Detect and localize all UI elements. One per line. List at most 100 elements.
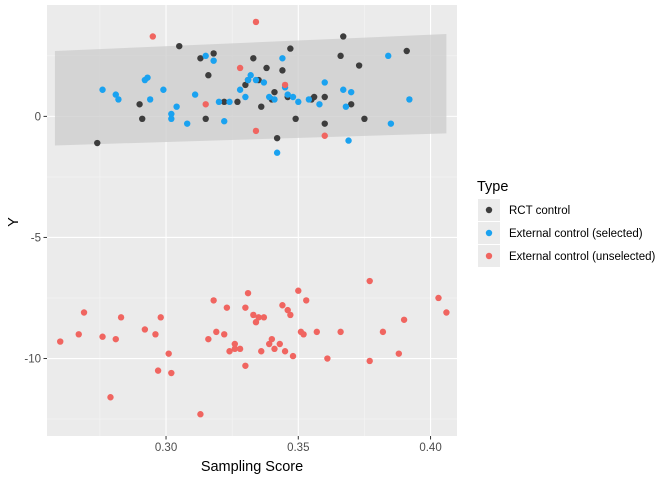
- point-external-control-selected: [221, 118, 228, 125]
- point-external-control-selected: [271, 96, 278, 103]
- point-external-control-unselected: [379, 328, 387, 336]
- legend-label: RCT control: [509, 205, 570, 217]
- point-external-control-unselected: [295, 287, 302, 294]
- point-external-control-selected: [252, 76, 260, 84]
- y-tick-label: -10: [24, 354, 41, 366]
- point-external-control-selected: [168, 110, 175, 118]
- point-external-control-selected: [273, 149, 281, 156]
- point-external-control-selected: [115, 96, 122, 103]
- point-external-control-unselected: [268, 335, 276, 343]
- point-external-control-unselected: [57, 338, 64, 345]
- point-rct-control: [205, 72, 212, 79]
- point-rct-control: [176, 42, 183, 50]
- point-rct-control: [234, 98, 241, 106]
- point-external-control-unselected: [255, 314, 262, 321]
- point-rct-control: [355, 62, 363, 69]
- point-external-control-unselected: [107, 394, 114, 401]
- point-rct-control: [197, 55, 204, 62]
- point-external-control-unselected: [443, 309, 450, 316]
- point-external-control-unselected: [276, 340, 283, 348]
- point-rct-control: [139, 115, 146, 123]
- point-external-control-selected: [406, 96, 413, 103]
- point-external-control-unselected: [99, 333, 106, 340]
- point-external-control-selected: [168, 115, 175, 123]
- y-axis: 0 -5 -10: [24, 111, 47, 366]
- point-external-control-unselected: [289, 352, 297, 360]
- point-rct-control: [321, 93, 328, 101]
- point-rct-control: [279, 67, 286, 74]
- point-rct-control: [310, 93, 318, 101]
- point-external-control-selected: [244, 76, 252, 84]
- point-external-control-selected: [385, 52, 392, 60]
- point-external-control-unselected: [313, 328, 321, 336]
- point-external-control-unselected: [395, 350, 403, 357]
- point-external-control-unselected: [242, 304, 249, 311]
- point-external-control-unselected: [366, 357, 373, 365]
- point-external-control-unselected: [300, 331, 307, 338]
- point-external-control-unselected: [281, 81, 289, 89]
- point-rct-control: [321, 120, 328, 127]
- point-external-control-selected: [387, 120, 395, 127]
- point-external-control-selected: [202, 52, 209, 60]
- point-external-control-unselected: [221, 331, 228, 338]
- point-external-control-unselected: [303, 297, 310, 304]
- point-external-control-unselected: [202, 101, 209, 108]
- point-external-control-unselected: [271, 345, 278, 353]
- point-rct-control: [287, 45, 294, 52]
- x-axis: 0.30 0.35 0.40: [155, 436, 442, 454]
- point-external-control-unselected: [231, 340, 239, 348]
- point-rct-control: [340, 33, 347, 40]
- point-external-control-selected: [345, 137, 352, 144]
- point-external-control-selected: [347, 88, 355, 96]
- point-external-control-unselected: [152, 331, 159, 338]
- point-external-control-selected: [144, 74, 151, 81]
- point-external-control-unselected: [250, 311, 257, 319]
- point-external-control-unselected: [149, 33, 157, 40]
- y-axis-title: Y: [6, 217, 22, 227]
- point-external-control-selected: [236, 86, 244, 93]
- point-external-control-selected: [305, 96, 313, 103]
- point-external-control-unselected: [141, 326, 149, 333]
- point-rct-control: [347, 101, 355, 108]
- points-layer: [57, 18, 450, 418]
- point-external-control-unselected: [236, 64, 244, 72]
- point-external-control-unselected: [244, 289, 252, 297]
- point-external-control-unselected: [281, 348, 289, 355]
- point-external-control-unselected: [154, 367, 162, 374]
- point-external-control-selected: [210, 57, 217, 64]
- point-external-control-selected: [340, 86, 347, 93]
- x-axis-title: Sampling Score: [201, 459, 303, 475]
- point-external-control-unselected: [321, 132, 328, 139]
- point-external-control-selected: [112, 91, 119, 98]
- legend-key-dot: [485, 252, 493, 260]
- x-tick-label: 0.40: [419, 442, 441, 454]
- point-external-control-selected: [242, 93, 249, 101]
- x-tick-label: 0.35: [287, 442, 309, 454]
- point-external-control-unselected: [157, 314, 164, 321]
- point-external-control-selected: [321, 79, 328, 86]
- y-tick-label: 0: [35, 111, 41, 123]
- point-rct-control: [202, 115, 209, 123]
- point-external-control-unselected: [210, 297, 217, 304]
- point-external-control-unselected: [213, 328, 220, 336]
- point-external-control-unselected: [252, 127, 260, 135]
- point-external-control-unselected: [366, 277, 373, 285]
- point-external-control-unselected: [252, 18, 260, 26]
- point-rct-control: [337, 52, 344, 60]
- point-rct-control: [263, 64, 270, 72]
- point-external-control-selected: [173, 103, 180, 110]
- point-external-control-unselected: [168, 369, 175, 377]
- point-rct-control: [242, 81, 249, 89]
- point-external-control-selected: [265, 93, 273, 101]
- point-external-control-unselected: [258, 348, 265, 355]
- legend-label: External control (selected): [509, 228, 643, 240]
- y-tick-label: -5: [31, 232, 41, 244]
- point-external-control-selected: [146, 96, 154, 103]
- point-external-control-selected: [284, 91, 291, 98]
- point-external-control-unselected: [435, 294, 442, 302]
- point-rct-control: [361, 115, 368, 123]
- point-external-control-unselected: [287, 311, 294, 319]
- point-external-control-unselected: [252, 318, 260, 326]
- point-external-control-unselected: [75, 331, 82, 338]
